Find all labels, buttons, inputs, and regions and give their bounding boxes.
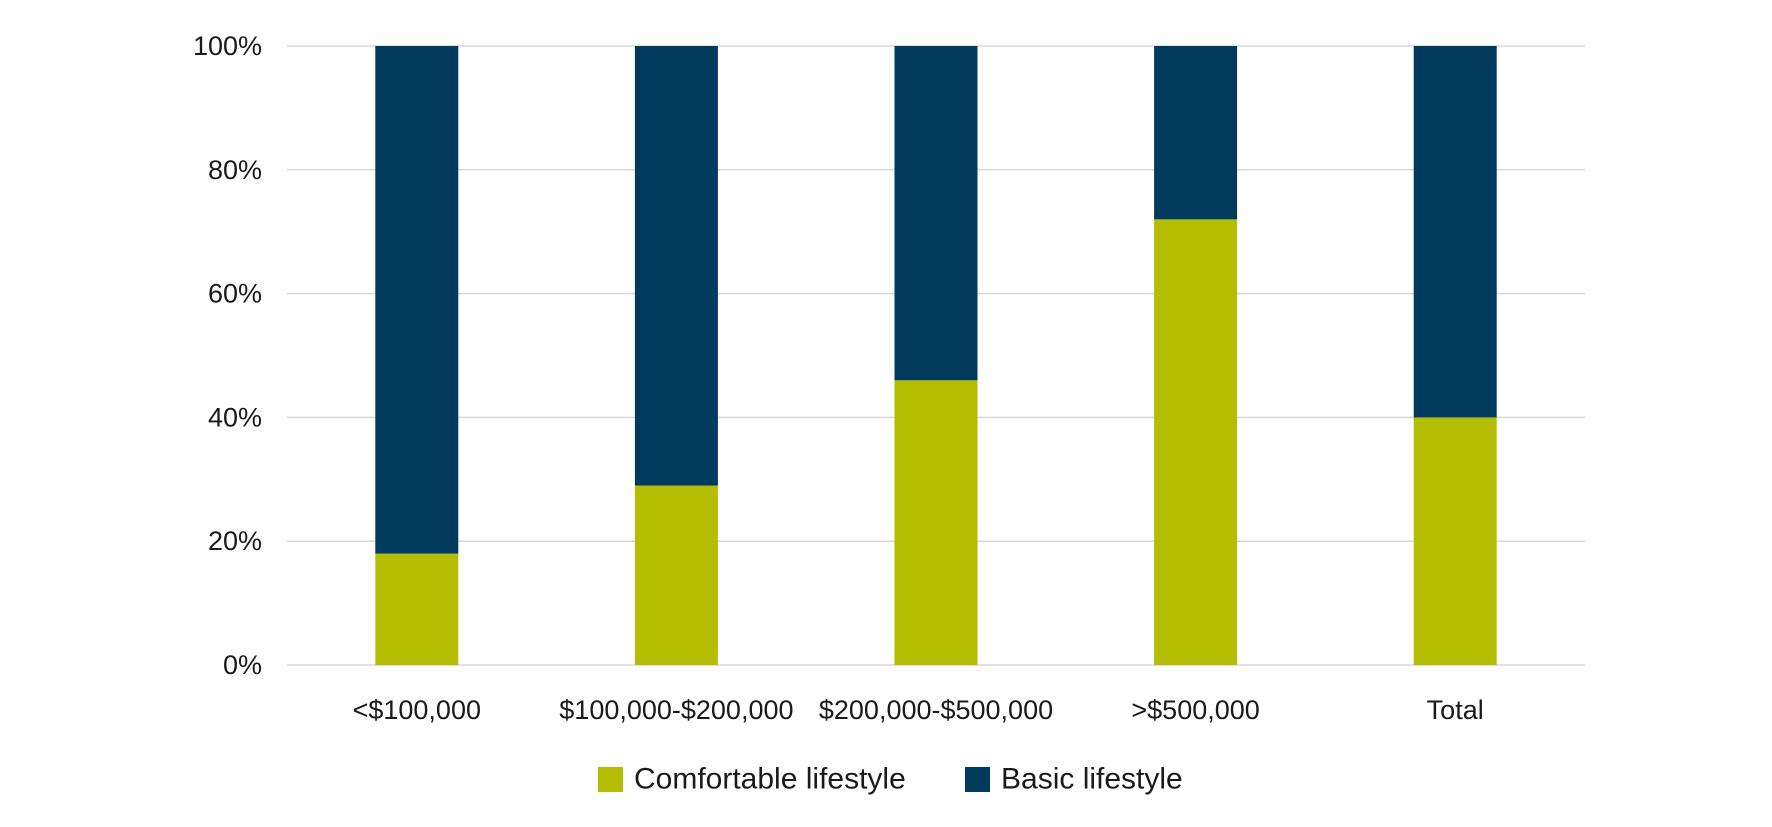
bars bbox=[375, 46, 1497, 665]
y-tick-label-20: 20% bbox=[208, 526, 262, 556]
legend-swatch-comfortable bbox=[598, 767, 623, 792]
y-tick-label-0: 0% bbox=[223, 650, 262, 680]
bar-comfortable-4 bbox=[1413, 417, 1497, 665]
legend: Comfortable lifestyle Basic lifestyle bbox=[598, 763, 1183, 796]
bar-comfortable-1 bbox=[634, 485, 718, 665]
y-tick-label-100: 100% bbox=[193, 31, 262, 61]
bar-comfortable-3 bbox=[1154, 219, 1238, 665]
legend-label-basic: Basic lifestyle bbox=[1001, 763, 1183, 796]
bar-comfortable-2 bbox=[894, 380, 978, 665]
y-tick-label-80: 80% bbox=[208, 155, 262, 185]
x-tick-label-0: <$100,000 bbox=[353, 695, 481, 725]
bar-basic-0 bbox=[375, 46, 459, 554]
x-tick-label-1: $100,000-$200,000 bbox=[559, 695, 793, 725]
y-axis-ticks: 0% 20% 40% 60% 80% 100% bbox=[193, 31, 262, 680]
bar-basic-2 bbox=[894, 46, 978, 381]
bar-basic-4 bbox=[1413, 46, 1497, 418]
x-tick-label-2: $200,000-$500,000 bbox=[819, 695, 1053, 725]
y-tick-label-60: 60% bbox=[208, 279, 262, 309]
bar-basic-1 bbox=[634, 46, 718, 486]
x-tick-label-4: Total bbox=[1427, 695, 1484, 725]
x-tick-label-3: >$500,000 bbox=[1131, 695, 1259, 725]
legend-swatch-basic bbox=[965, 767, 990, 792]
bar-comfortable-0 bbox=[375, 553, 459, 665]
legend-label-comfortable: Comfortable lifestyle bbox=[634, 763, 906, 796]
y-tick-label-40: 40% bbox=[208, 402, 262, 432]
x-axis-ticks: <$100,000 $100,000-$200,000 $200,000-$500,… bbox=[353, 695, 1484, 725]
bar-basic-3 bbox=[1154, 46, 1238, 220]
